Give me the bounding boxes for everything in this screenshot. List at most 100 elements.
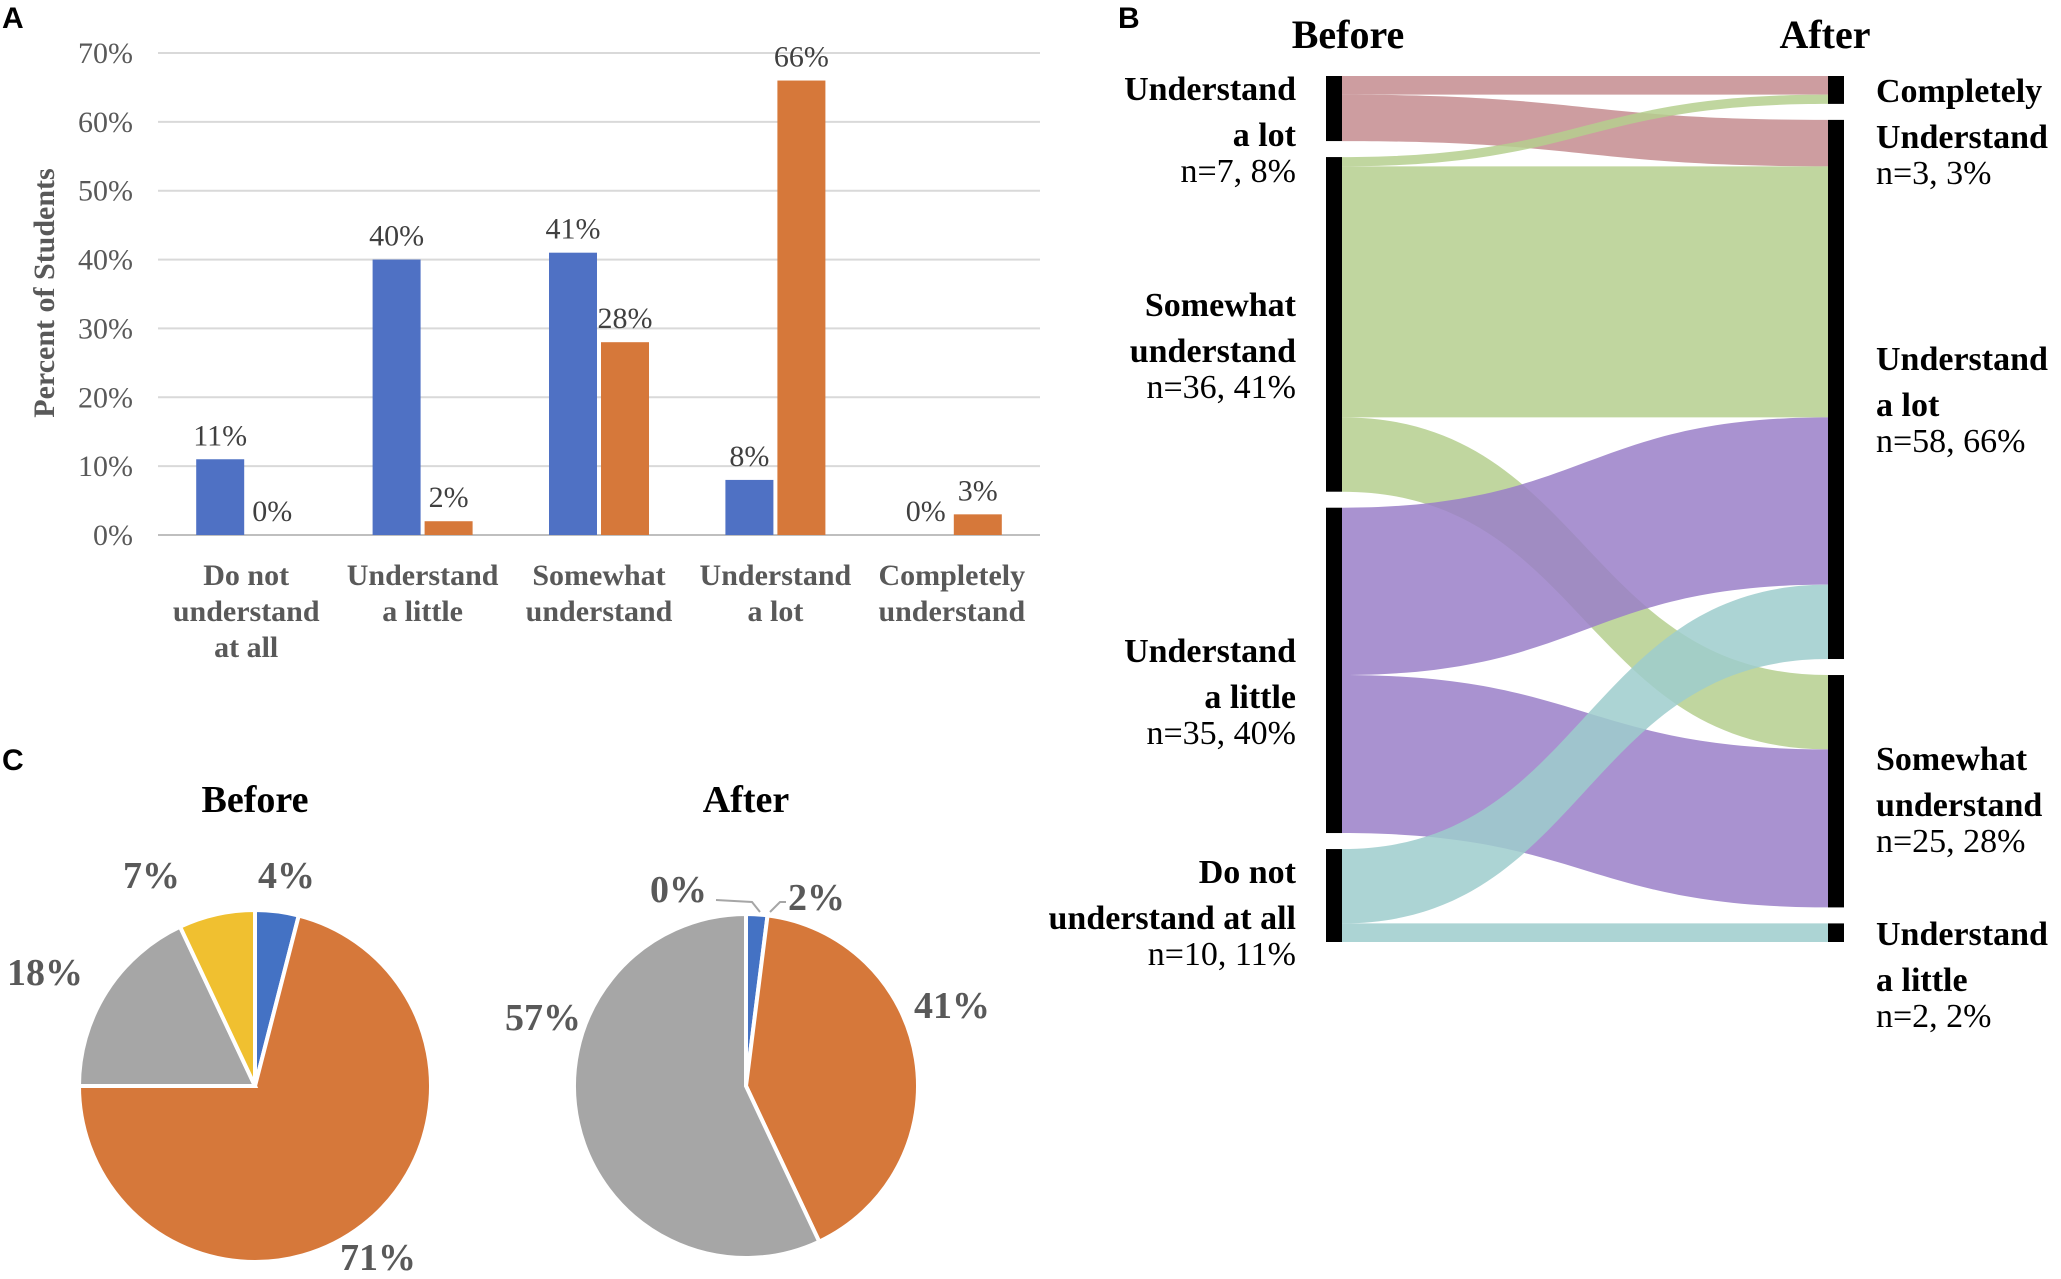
bar-data-label: 28%: [598, 302, 653, 335]
sankey-after-label: Completely: [1876, 73, 2042, 110]
sankey-flow-7: [1342, 584, 1828, 924]
bar-category-label: Understand: [347, 559, 499, 592]
panel-letter-b: B: [1118, 2, 1140, 35]
pie-leader-line: [769, 901, 786, 913]
bar-data-labels: 11% 0% 40% 2% 41% 28% 8% 66% 0% 3%: [193, 41, 998, 528]
sankey-before-label: Somewhat: [1145, 287, 1297, 324]
bar-category-label: a little: [382, 595, 463, 628]
sankey-node-before-1: [1326, 157, 1342, 492]
bar-data-label: 41%: [546, 213, 601, 246]
sankey-before-label: a lot: [1233, 117, 1297, 154]
bar-after-1: [424, 521, 473, 535]
bar-y-tick-label: 50%: [78, 175, 133, 208]
pie-slice-3: [177, 907, 257, 1087]
sankey-after-label: Understand: [1876, 916, 2048, 953]
sankey-flow-9: [1342, 923, 1828, 942]
bar-chart: 0% 10% 20% 30% 40% 50% 60% 70% 11% 0% 40% 2% 41% 28%…: [28, 37, 1040, 664]
pie-slice-1: [743, 913, 920, 1245]
bar-y-tick-labels: 0% 10% 20% 30% 40% 50% 60% 70%: [78, 37, 133, 552]
sankey-after-label: Understand: [1876, 341, 2048, 378]
sankey-flow-5: [1342, 417, 1828, 676]
bar-after-2: [601, 342, 649, 535]
sankey-flow-2: [1342, 94, 1828, 167]
sankey-after-count: n=2, 2%: [1876, 998, 1992, 1035]
bar-data-label: 0%: [906, 495, 946, 528]
bar-category-label: at all: [214, 631, 278, 664]
bar-before-1: [372, 259, 421, 535]
sankey-node-before-3: [1326, 849, 1342, 942]
bar-before-0: [196, 459, 245, 535]
pie-after-title: After: [703, 779, 790, 821]
sankey-before-label: understand: [1130, 333, 1296, 370]
sankey-node-before-0: [1326, 76, 1342, 142]
pie-leader-line: [715, 899, 761, 913]
bar-after-4: [953, 514, 1002, 535]
sankey-before-label: Understand: [1124, 71, 1296, 108]
pie-before-title: Before: [202, 779, 309, 821]
sankey-before-count: n=36, 41%: [1147, 369, 1297, 406]
sankey-before-label: understand at all: [1049, 900, 1297, 937]
pie-label: 0%: [650, 869, 707, 911]
sankey-after-label: understand: [1876, 787, 2042, 824]
sankey-node-after-3: [1828, 923, 1844, 942]
sankey-after-title: After: [1779, 12, 1870, 57]
sankey-before-label: Understand: [1124, 633, 1296, 670]
sankey-before-label: a little: [1204, 679, 1296, 716]
pie-label: 57%: [505, 997, 581, 1039]
pie-label: 71%: [340, 1237, 416, 1279]
sankey-after-label: a lot: [1876, 387, 1940, 424]
pie-chart-after: After 2% 41% 57% 0%: [505, 779, 990, 1260]
bar-y-tick-label: 0%: [93, 519, 133, 552]
bar-y-tick-label: 70%: [78, 37, 133, 70]
sankey-after-count: n=3, 3%: [1876, 155, 1992, 192]
bar-category-label: understand: [526, 595, 673, 628]
sankey-flow-3: [1342, 166, 1828, 418]
pie-label: 2%: [788, 877, 845, 919]
sankey-node-before-2: [1326, 507, 1342, 834]
sankey-before-count: n=10, 11%: [1148, 936, 1296, 973]
bar-y-tick-label: 60%: [78, 106, 133, 139]
bar-category-label: Do not: [203, 559, 289, 592]
sankey-after-count: n=25, 28%: [1876, 823, 2026, 860]
bar-y-tick-label: 20%: [78, 381, 133, 414]
sankey-node-after-2: [1828, 675, 1844, 908]
bar-before-3: [725, 479, 774, 535]
pie-label: 18%: [7, 952, 83, 994]
bar-category-label: understand: [878, 595, 1025, 628]
sankey-node-after-0: [1828, 76, 1844, 104]
bar-category-label: Completely: [878, 559, 1025, 592]
sankey-node-after-1: [1828, 119, 1844, 660]
bar-data-label: 66%: [774, 41, 829, 74]
pie-label: 4%: [258, 855, 315, 897]
sankey-before-count: n=35, 40%: [1147, 715, 1297, 752]
bar-data-label: 11%: [193, 419, 247, 452]
sankey-flow-6: [1342, 675, 1828, 908]
bar-y-tick-label: 30%: [78, 312, 133, 345]
bar-data-label: 2%: [429, 481, 469, 514]
pie-label: 41%: [914, 985, 990, 1027]
sankey-flow-0: [1342, 76, 1828, 95]
bar-y-axis-title: Percent of Students: [28, 168, 61, 417]
pie-label: 7%: [123, 855, 180, 897]
bar-data-label: 8%: [729, 440, 769, 473]
pie-slice-1: [76, 913, 433, 1264]
sankey-after-label: Somewhat: [1876, 741, 2028, 778]
bar-after-3: [777, 80, 826, 536]
bar-bars: [196, 80, 1002, 536]
bar-data-label: 40%: [369, 220, 424, 253]
sankey-before-label: Do not: [1199, 854, 1297, 891]
sankey-after-count: n=58, 66%: [1876, 423, 2026, 460]
sankey-nodes: [1326, 76, 1844, 942]
pie-slice-2: [572, 911, 822, 1260]
pie-chart-before: Before 4% 71% 18% 7%: [7, 779, 433, 1279]
sankey-after-label: Understand: [1876, 119, 2048, 156]
sankey-before-count: n=7, 8%: [1181, 153, 1297, 190]
sankey-before-title: Before: [1292, 12, 1405, 57]
bar-data-label: 0%: [252, 495, 292, 528]
bar-category-label: understand: [173, 595, 320, 628]
bar-category-label: a lot: [747, 595, 803, 628]
bar-category-label: Somewhat: [532, 559, 665, 592]
